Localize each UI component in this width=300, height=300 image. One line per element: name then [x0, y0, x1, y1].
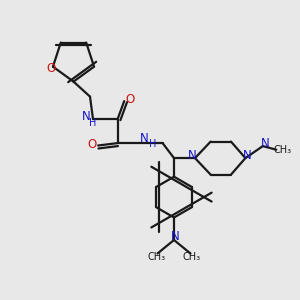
Text: CH₃: CH₃ [183, 252, 201, 262]
Text: N: N [82, 110, 91, 123]
Text: N: N [140, 132, 149, 146]
Text: H: H [89, 118, 97, 128]
Text: CH₃: CH₃ [147, 252, 165, 262]
Text: H: H [149, 139, 156, 149]
Text: N: N [242, 148, 251, 162]
Text: N: N [261, 136, 270, 150]
Text: CH₃: CH₃ [273, 145, 291, 155]
Text: O: O [88, 138, 97, 152]
Text: N: N [188, 149, 197, 162]
Text: O: O [47, 62, 56, 75]
Text: N: N [170, 230, 179, 244]
Text: O: O [125, 93, 134, 106]
